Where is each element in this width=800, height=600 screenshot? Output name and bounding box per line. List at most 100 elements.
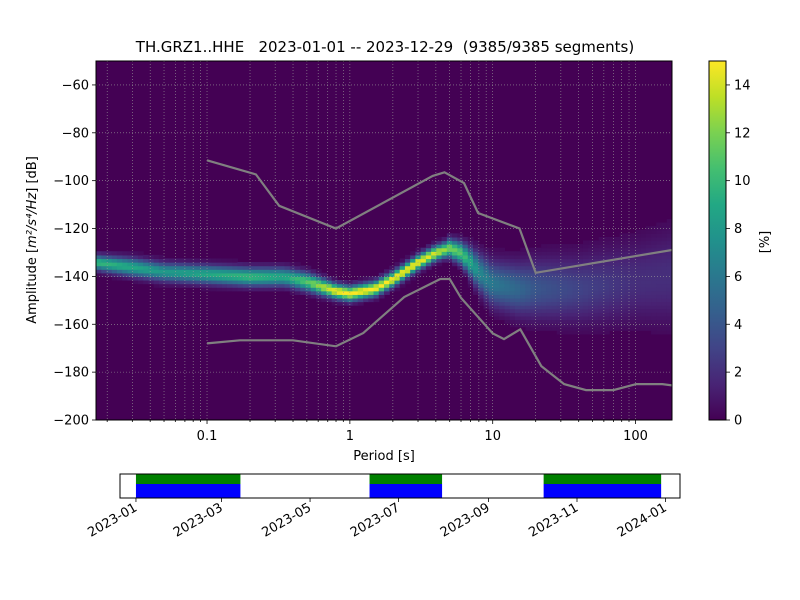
heatmap-cell	[284, 276, 291, 281]
heatmap-cell	[609, 254, 615, 260]
heatmap-cell	[546, 301, 553, 306]
heatmap-cell	[593, 326, 600, 331]
heatmap-cell	[535, 272, 542, 277]
heatmap-cell	[504, 279, 511, 285]
heatmap-cell	[478, 297, 485, 303]
heatmap-cell	[478, 279, 485, 285]
heatmap-cell	[174, 283, 181, 288]
noise-model-lines	[206, 159, 672, 392]
heatmap-cell	[520, 294, 526, 299]
heatmap-cell	[488, 269, 495, 274]
heatmap-cell	[640, 290, 647, 295]
heatmap-cell	[603, 326, 610, 331]
heatmap-cell	[368, 276, 375, 281]
heatmap-cell	[656, 308, 663, 313]
heatmap-cell	[357, 301, 364, 306]
heatmap-cell	[384, 269, 390, 274]
y-axis: −200−180−160−140−120−100−80−60	[53, 78, 96, 429]
heatmap-cell	[635, 236, 642, 242]
heatmap-cell	[640, 244, 647, 249]
heatmap-cell	[562, 323, 568, 328]
heatmap-cell	[101, 272, 108, 277]
heatmap-cell	[588, 305, 595, 310]
heatmap-cell	[226, 279, 233, 285]
heatmap-cell	[499, 272, 506, 277]
heatmap-cell	[546, 312, 553, 317]
heatmap-cell	[493, 276, 500, 281]
heatmap-cell	[331, 276, 338, 281]
heatmap-cell	[420, 254, 427, 260]
heatmap-cell	[226, 262, 233, 267]
heatmap-cell	[211, 287, 218, 292]
heatmap-cell	[577, 308, 584, 313]
heatmap-cell	[567, 251, 574, 256]
heatmap-cell	[185, 276, 191, 281]
heatmap-cell	[651, 283, 657, 288]
heatmap-cell	[656, 297, 663, 303]
heatmap-cell	[635, 265, 642, 270]
heatmap-cell	[535, 290, 542, 295]
heatmap-cell	[509, 258, 516, 263]
heatmap-cell	[493, 251, 500, 256]
heatmap-cell	[499, 254, 506, 260]
chart-title: TH.GRZ1..HHE 2023-01-01 -- 2023-12-29 (9…	[135, 38, 634, 56]
heatmap-cell	[656, 247, 663, 252]
heatmap-cell	[483, 276, 490, 281]
heatmap-cell	[572, 283, 579, 288]
heatmap-cell	[389, 265, 396, 270]
heatmap-cell	[211, 283, 218, 288]
heatmap-cell	[504, 301, 511, 306]
heatmap-cell	[577, 287, 584, 292]
heatmap-cell	[263, 279, 270, 285]
heatmap-cell	[106, 265, 113, 270]
heatmap-cell	[514, 269, 521, 274]
heatmap-cell	[645, 315, 652, 321]
heatmap-cell	[520, 272, 526, 277]
heatmap-cell	[603, 308, 610, 313]
heatmap-cell	[174, 276, 181, 281]
heatmap-cell	[200, 269, 207, 274]
heatmap-cell	[630, 297, 636, 303]
heatmap-cell	[546, 265, 553, 270]
heatmap-cell	[546, 305, 553, 310]
heatmap-cell	[473, 276, 479, 281]
heatmap-cell	[577, 244, 584, 249]
heatmap-cell	[666, 312, 672, 317]
heatmap-cell	[373, 279, 380, 285]
heatmap-cell	[473, 262, 479, 267]
heatmap-cell	[656, 330, 663, 335]
heatmap-cell	[258, 269, 265, 274]
heatmap-cell	[363, 297, 369, 303]
heatmap-cell	[530, 247, 537, 252]
heatmap-cell	[556, 294, 563, 299]
heatmap-cell	[551, 244, 558, 249]
heatmap-cell	[525, 305, 532, 310]
heatmap-cell	[452, 233, 458, 238]
heatmap-cell	[431, 244, 437, 249]
heatmap-cell	[462, 262, 469, 267]
heatmap-cell	[394, 283, 401, 288]
heatmap-cell	[666, 254, 672, 260]
heatmap-cell	[483, 297, 490, 303]
heatmap-cell	[624, 326, 631, 331]
heatmap-cell	[551, 308, 558, 313]
heatmap-cell	[258, 276, 265, 281]
heatmap-cell	[258, 272, 265, 277]
heatmap-cell	[551, 301, 558, 306]
heatmap-cell	[174, 269, 181, 274]
heatmap-cell	[603, 247, 610, 252]
heatmap-cell	[169, 279, 176, 285]
heatmap-cell	[624, 265, 631, 270]
heatmap-cell	[363, 276, 369, 281]
heatmap-cell	[221, 287, 228, 292]
heatmap-cell	[556, 262, 563, 267]
heatmap-cell	[436, 258, 443, 263]
heatmap-cell	[635, 305, 642, 310]
heatmap-cell	[619, 326, 626, 331]
heatmap-cell	[666, 222, 672, 227]
heatmap-cell	[253, 276, 259, 281]
heatmap-cell	[514, 251, 521, 256]
heatmap-cell	[556, 297, 563, 303]
heatmap-cell	[614, 312, 621, 317]
heatmap-cell	[603, 301, 610, 306]
